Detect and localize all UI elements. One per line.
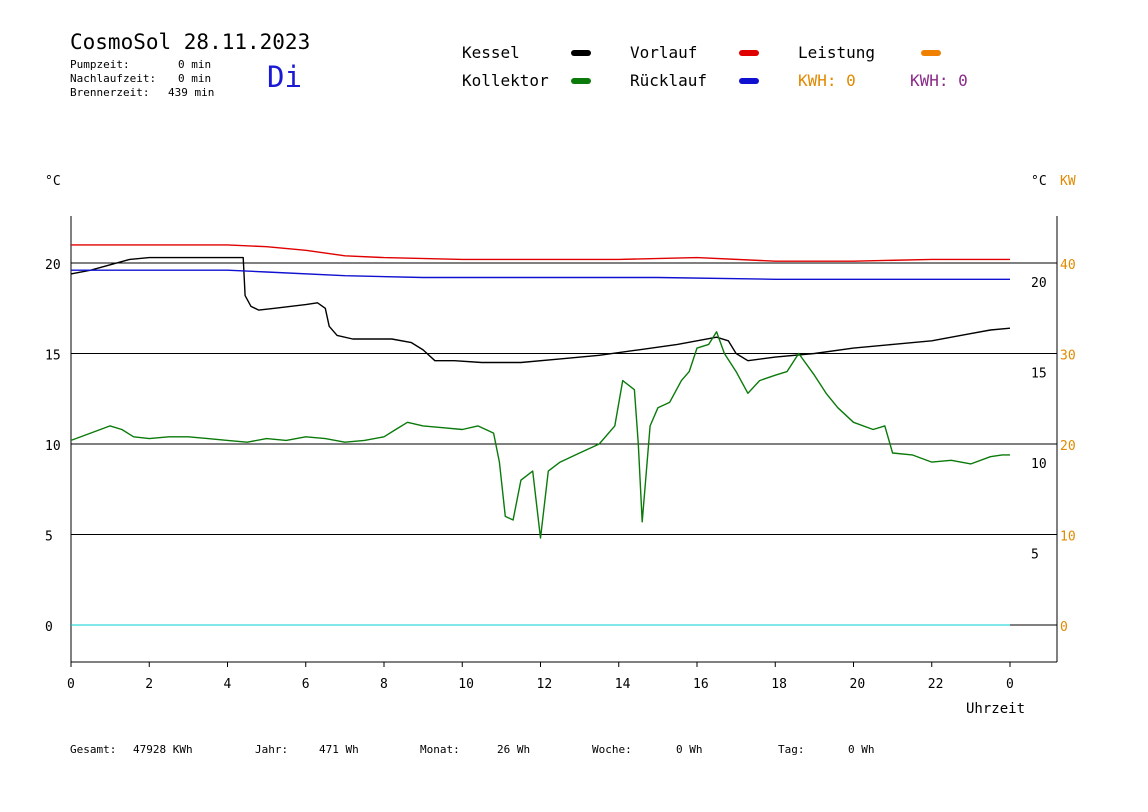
stat-brennerzeit-value: 439 min: [168, 86, 215, 99]
stat-nachlaufzeit-value: 0 min: [178, 72, 212, 85]
footer-woche-value: 0 Wh: [676, 743, 703, 756]
y-tick-label: 0: [45, 620, 53, 635]
stat-nachlaufzeit-label: Nachlaufzeit:: [70, 72, 157, 85]
x-tick-label: 4: [224, 677, 232, 692]
stat-pumpzeit-label: Pumpzeit:: [70, 58, 130, 71]
x-tick-label: 0: [1006, 677, 1014, 692]
kw-tick-label: 0: [1060, 620, 1068, 635]
footer-jahr-value: 471 Wh: [319, 743, 359, 756]
right-c-tick-label: 10: [1031, 457, 1047, 472]
x-tick-label: 8: [380, 677, 388, 692]
kw-axis-unit: KW: [1060, 174, 1076, 189]
legend-leistung-swatch: [921, 50, 941, 56]
legend-vorlauf-swatch: [739, 50, 759, 56]
footer-gesamt-value: 47928 KWh: [133, 743, 193, 756]
x-axis-title: Uhrzeit: [966, 701, 1026, 717]
series-kollektor-line: [70, 331, 1010, 539]
series-vorlauf-line: [71, 244, 1010, 262]
legend-ruecklauf-swatch: [739, 78, 759, 84]
right-c-tick-label: 5: [1031, 548, 1039, 563]
x-tick-label: 12: [537, 677, 553, 692]
stat-pumpzeit-value: 0 min: [178, 58, 212, 71]
legend-kollektor-swatch: [571, 78, 591, 84]
right-axis-unit: °C: [1031, 174, 1047, 189]
weekday-label: Di: [267, 60, 302, 94]
footer-gesamt-label: Gesamt:: [70, 743, 117, 756]
footer-monat-value: 26 Wh: [497, 743, 531, 756]
kw-tick-label: 40: [1060, 258, 1076, 273]
footer-monat-label: Monat:: [420, 743, 460, 756]
right-c-tick-label: 15: [1031, 367, 1047, 382]
legend-kwh-solar: KWH: 0: [798, 71, 856, 90]
x-tick-label: 2: [145, 677, 153, 692]
legend-kollektor: Kollektor: [462, 71, 549, 90]
x-tick-label: 22: [928, 677, 944, 692]
x-tick-label: 0: [67, 677, 75, 692]
y-tick-label: 15: [45, 349, 61, 364]
kw-tick-label: 20: [1060, 439, 1076, 454]
footer-jahr-label: Jahr:: [255, 743, 289, 756]
stat-brennerzeit-label: Brennerzeit:: [70, 86, 150, 99]
footer-woche-label: Woche:: [592, 743, 632, 756]
y-tick-label: 20: [45, 258, 61, 273]
x-tick-label: 20: [850, 677, 866, 692]
legend-vorlauf: Vorlauf: [630, 43, 698, 62]
x-tick-label: 14: [615, 677, 631, 692]
chart-title: CosmoSol 28.11.2023: [70, 30, 311, 54]
y-tick-label: 5: [45, 530, 53, 545]
series-rcklauf-line: [71, 269, 1010, 280]
kw-tick-label: 10: [1060, 530, 1076, 545]
kw-tick-label: 30: [1060, 349, 1076, 364]
legend-leistung: Leistung: [798, 43, 876, 62]
right-c-tick-label: 20: [1031, 276, 1047, 291]
left-axis-unit: °C: [45, 174, 61, 189]
footer-tag-value: 0 Wh: [848, 743, 875, 756]
footer-tag-label: Tag:: [778, 743, 805, 756]
series-kessel-line: [70, 256, 1011, 364]
x-tick-label: 16: [693, 677, 709, 692]
legend-kwh-second: KWH: 0: [910, 71, 968, 90]
x-tick-label: 6: [302, 677, 310, 692]
y-tick-label: 10: [45, 439, 61, 454]
x-tick-label: 10: [458, 677, 474, 692]
x-tick-label: 18: [771, 677, 787, 692]
legend-kessel-swatch: [571, 50, 591, 56]
legend-kessel: Kessel: [462, 43, 520, 62]
legend-ruecklauf: Rücklauf: [630, 71, 708, 90]
